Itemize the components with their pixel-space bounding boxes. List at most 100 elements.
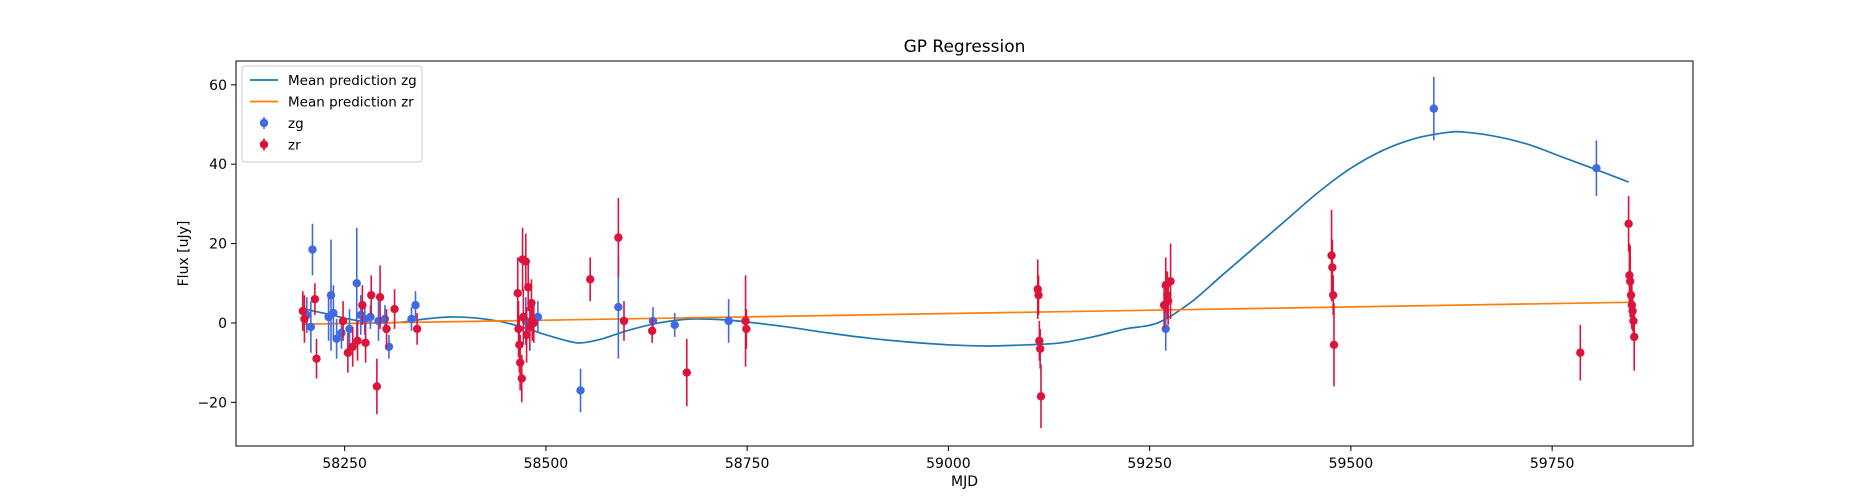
data-point	[380, 314, 390, 324]
data-point	[1328, 290, 1338, 300]
data-point	[648, 316, 658, 326]
series-zr	[298, 195, 1639, 429]
data-point	[1328, 263, 1337, 272]
y-tick-label: 20	[209, 237, 227, 253]
plot-frame	[235, 60, 1694, 447]
legend-label: Mean prediction zg	[288, 73, 417, 89]
points-layer	[298, 76, 1639, 429]
data-point	[517, 374, 526, 383]
data-point	[308, 245, 317, 254]
data-point	[515, 340, 524, 349]
data-point	[300, 314, 309, 324]
data-point	[522, 330, 531, 340]
data-point	[343, 348, 353, 357]
data-point	[742, 324, 751, 334]
legend-marker-swatch	[259, 140, 269, 149]
data-point	[1576, 348, 1585, 357]
data-point	[1626, 290, 1636, 300]
data-point	[348, 342, 357, 351]
legend-box	[241, 65, 423, 163]
y-axis: −20 0 20 40 60	[197, 78, 236, 411]
legend: Mean prediction zg Mean prediction zr zg zr	[241, 65, 423, 163]
data-point	[614, 233, 623, 242]
data-point	[1035, 336, 1044, 346]
y-tick-label: 60	[209, 78, 227, 94]
data-point	[1166, 277, 1175, 286]
legend-entry: Mean prediction zg	[250, 73, 417, 89]
y-tick-label: −20	[197, 395, 227, 411]
data-point	[382, 324, 391, 334]
data-point	[367, 290, 376, 300]
data-point	[358, 300, 367, 310]
data-point	[524, 283, 533, 292]
data-point	[724, 316, 733, 326]
x-tick-label: 59500	[1329, 456, 1374, 472]
data-point	[514, 324, 523, 334]
x-tick-label: 58250	[322, 456, 367, 472]
series-zg	[302, 76, 1601, 413]
data-point	[515, 358, 525, 367]
x-tick-label: 59000	[926, 456, 971, 472]
data-point	[1628, 306, 1637, 316]
data-point	[306, 322, 316, 332]
data-point	[529, 318, 539, 328]
data-point	[375, 292, 385, 302]
data-point	[353, 336, 362, 346]
data-point	[310, 294, 320, 304]
data-point	[1034, 290, 1043, 300]
data-point	[1592, 163, 1601, 173]
legend-label: zr	[288, 138, 301, 154]
y-axis-label: Flux [uJy]	[176, 221, 192, 287]
legend-label: Mean prediction zr	[288, 95, 414, 111]
data-point	[1629, 316, 1638, 326]
data-point	[390, 304, 399, 314]
data-point	[670, 320, 679, 330]
data-point	[332, 334, 341, 344]
data-point	[345, 324, 354, 334]
data-point	[614, 302, 623, 312]
x-tick-label: 58750	[725, 456, 770, 472]
data-point	[1035, 344, 1045, 353]
legend-entry: Mean prediction zr	[250, 95, 414, 111]
data-point	[585, 275, 595, 284]
data-point	[647, 326, 657, 336]
data-point	[298, 306, 308, 316]
plot-area	[298, 76, 1639, 429]
data-point	[338, 316, 348, 326]
data-point	[337, 328, 346, 338]
legend-entry: zr	[259, 138, 301, 154]
y-tick-label: 40	[209, 157, 227, 173]
x-tick-label: 59250	[1127, 456, 1172, 472]
legend-label: zg	[288, 116, 304, 132]
data-point	[1624, 219, 1633, 228]
data-point	[411, 300, 420, 310]
x-axis: 58250 58500 58750 59000 59250 59500 59750	[322, 446, 1574, 472]
data-point	[1161, 324, 1170, 334]
data-point	[329, 308, 338, 318]
data-point	[619, 316, 629, 326]
data-point	[1036, 392, 1046, 401]
data-point	[741, 316, 750, 326]
data-point	[412, 324, 422, 334]
data-point	[1429, 104, 1438, 113]
data-point	[1327, 251, 1336, 260]
x-tick-label: 59750	[1530, 456, 1575, 472]
data-point	[366, 312, 375, 322]
legend-entry: zg	[259, 116, 304, 132]
data-point	[361, 338, 370, 348]
line-series-zg	[304, 130, 1629, 347]
data-point	[407, 314, 416, 324]
data-point	[372, 382, 382, 391]
x-axis-label: MJD	[951, 474, 978, 490]
chart-title: GP Regression	[904, 37, 1026, 57]
data-point	[1630, 332, 1639, 342]
data-point	[513, 288, 522, 298]
data-point	[1329, 340, 1339, 349]
data-point	[1626, 277, 1635, 286]
legend-marker-swatch	[259, 118, 269, 128]
data-point	[576, 386, 585, 395]
data-point	[312, 354, 321, 363]
data-point	[682, 368, 691, 377]
x-tick-label: 58500	[524, 456, 569, 472]
